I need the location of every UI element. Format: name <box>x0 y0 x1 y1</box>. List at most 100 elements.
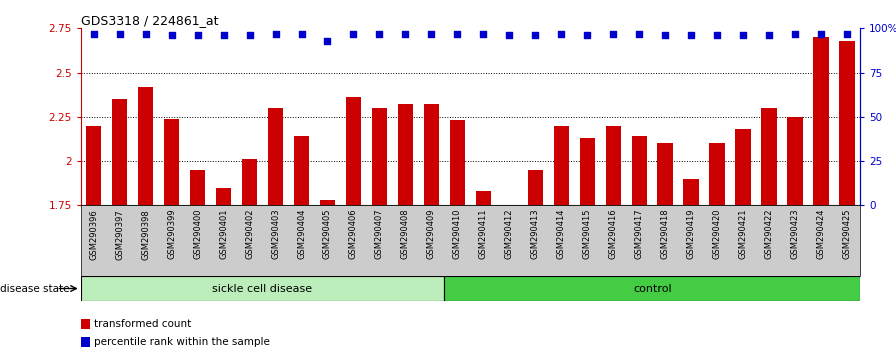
Text: GSM290414: GSM290414 <box>556 209 566 259</box>
Text: GSM290403: GSM290403 <box>271 209 280 259</box>
Point <box>217 33 231 38</box>
Bar <box>81 337 90 347</box>
Bar <box>112 99 127 354</box>
Point <box>451 31 465 36</box>
Text: GSM290412: GSM290412 <box>504 209 514 259</box>
Text: GSM290411: GSM290411 <box>478 209 488 259</box>
Bar <box>736 129 751 354</box>
Bar <box>632 136 647 354</box>
Bar <box>444 276 860 301</box>
Bar <box>814 37 829 354</box>
Point <box>86 31 100 36</box>
Text: sickle cell disease: sickle cell disease <box>212 284 313 293</box>
Bar <box>684 179 699 354</box>
Point <box>477 31 491 36</box>
Bar <box>606 126 621 354</box>
Bar <box>710 143 725 354</box>
Text: GSM290402: GSM290402 <box>245 209 254 259</box>
Text: disease state: disease state <box>0 284 70 293</box>
Bar <box>294 136 309 354</box>
Bar <box>86 126 101 354</box>
Text: GSM290422: GSM290422 <box>764 209 774 259</box>
Text: GSM290423: GSM290423 <box>790 209 800 259</box>
Bar <box>450 120 465 354</box>
Point <box>295 31 309 36</box>
Point <box>737 33 751 38</box>
Bar <box>580 138 595 354</box>
Point <box>425 31 439 36</box>
Text: percentile rank within the sample: percentile rank within the sample <box>94 337 271 347</box>
Point <box>659 33 673 38</box>
Point <box>165 33 179 38</box>
Text: GSM290408: GSM290408 <box>401 209 410 259</box>
Point <box>607 31 621 36</box>
Text: GSM290419: GSM290419 <box>686 209 696 259</box>
Point <box>138 31 152 36</box>
Text: GSM290399: GSM290399 <box>167 209 177 259</box>
Bar <box>554 126 569 354</box>
Text: GSM290413: GSM290413 <box>530 209 540 259</box>
Point <box>347 31 361 36</box>
Bar <box>138 87 153 354</box>
Bar <box>346 97 361 354</box>
Point <box>321 38 335 44</box>
Text: GSM290400: GSM290400 <box>193 209 202 259</box>
Bar <box>658 143 673 354</box>
Text: GSM290409: GSM290409 <box>426 209 436 259</box>
Point <box>399 31 413 36</box>
Text: GSM290417: GSM290417 <box>634 209 644 259</box>
Text: GSM290410: GSM290410 <box>452 209 462 259</box>
Bar <box>216 188 231 354</box>
Bar <box>476 191 491 354</box>
Bar <box>398 104 413 354</box>
Text: GSM290398: GSM290398 <box>141 209 151 259</box>
Point <box>191 33 205 38</box>
Bar <box>788 117 803 354</box>
Point <box>373 31 387 36</box>
Text: control: control <box>633 284 672 293</box>
Point <box>555 31 569 36</box>
Text: GSM290418: GSM290418 <box>660 209 670 259</box>
Bar <box>372 108 387 354</box>
Text: GSM290401: GSM290401 <box>219 209 228 259</box>
Point <box>113 31 127 36</box>
Point <box>581 33 595 38</box>
Bar <box>190 170 205 354</box>
Text: GSM290406: GSM290406 <box>349 209 358 259</box>
Text: GSM290397: GSM290397 <box>115 209 125 259</box>
Bar <box>320 200 335 354</box>
Point <box>788 31 803 36</box>
Point <box>269 31 283 36</box>
Text: GSM290421: GSM290421 <box>738 209 748 259</box>
Text: GSM290415: GSM290415 <box>582 209 592 259</box>
Point <box>633 31 647 36</box>
Text: GSM290424: GSM290424 <box>816 209 826 259</box>
Point <box>503 33 517 38</box>
Text: transformed count: transformed count <box>94 319 192 329</box>
Text: GSM290407: GSM290407 <box>375 209 384 259</box>
Bar <box>424 104 439 354</box>
Point <box>685 33 699 38</box>
Bar <box>502 205 517 354</box>
Bar <box>762 108 777 354</box>
Text: GDS3318 / 224861_at: GDS3318 / 224861_at <box>81 14 218 27</box>
Bar <box>81 276 444 301</box>
Bar <box>242 159 257 354</box>
Point <box>814 31 829 36</box>
Text: GSM290405: GSM290405 <box>323 209 332 259</box>
Text: GSM290425: GSM290425 <box>842 209 852 259</box>
Point <box>840 31 855 36</box>
Point <box>711 33 725 38</box>
Bar <box>268 108 283 354</box>
Point <box>242 33 257 38</box>
Bar <box>528 170 543 354</box>
Text: GSM290416: GSM290416 <box>608 209 618 259</box>
Point <box>762 33 777 38</box>
Bar <box>81 319 90 329</box>
Point <box>529 33 543 38</box>
Text: GSM290420: GSM290420 <box>712 209 722 259</box>
Text: GSM290404: GSM290404 <box>297 209 306 259</box>
Bar <box>840 41 855 354</box>
Text: GSM290396: GSM290396 <box>89 209 99 259</box>
Bar <box>164 119 179 354</box>
